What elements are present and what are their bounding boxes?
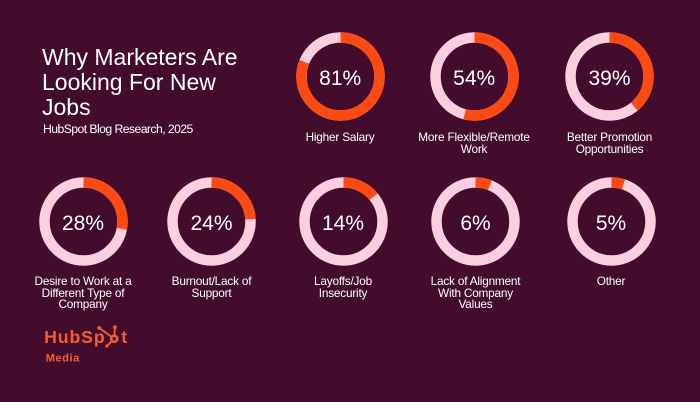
svg-text:Media: Media [46,352,80,364]
svg-text:HubSp: HubSp [44,327,105,347]
svg-text:t: t [121,327,127,347]
